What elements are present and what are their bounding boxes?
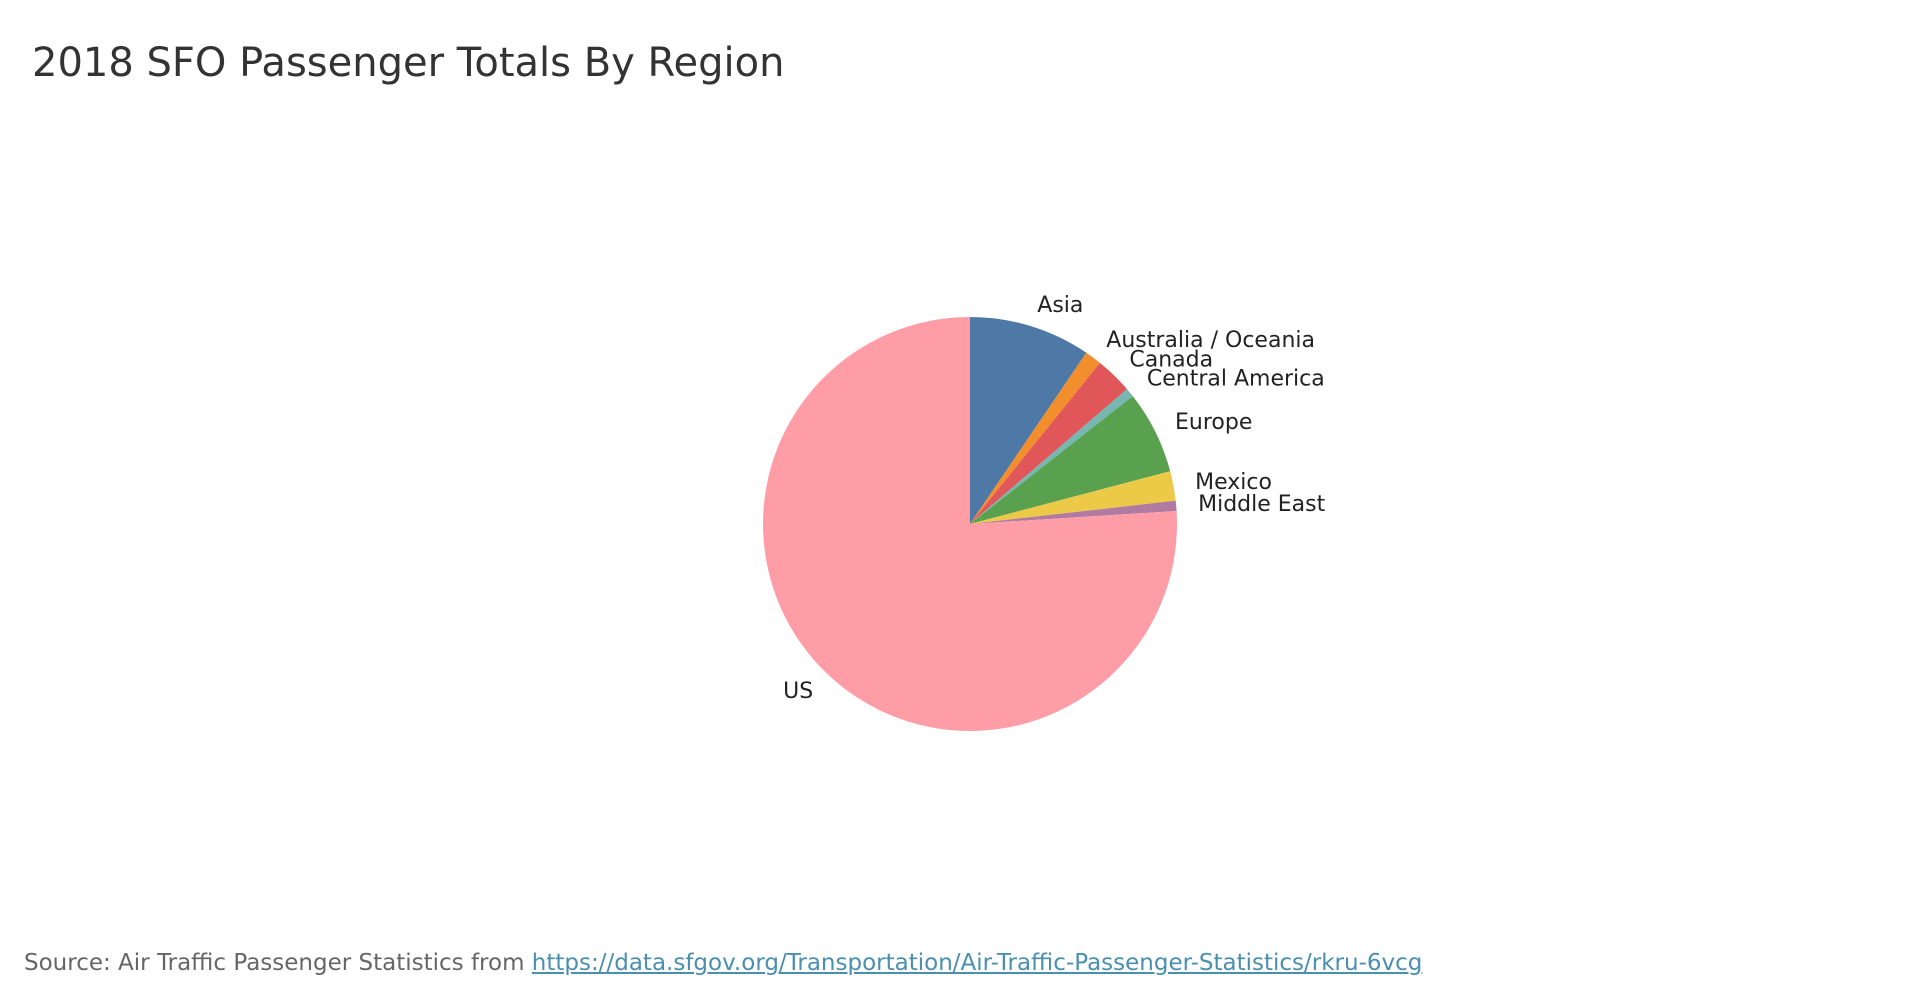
pie-slice-middle-east[interactable] [970,500,1177,524]
pie-slices [762,317,1177,731]
source-link[interactable]: https://data.sfgov.org/Transportation/Ai… [531,950,1423,976]
pie-label-europe: Europe [1175,410,1252,435]
pie-slice-mexico[interactable] [970,471,1176,524]
chart-title: 2018 SFO Passenger Totals By Region [32,40,785,86]
source-prefix: Source: Air Traffic Passenger Statistics… [24,950,532,976]
source-note: Source: Air Traffic Passenger Statistics… [24,950,1422,976]
pie-slice-asia[interactable] [970,317,1087,524]
pie-slice-canada[interactable] [970,362,1127,524]
pie-label-us: US [783,679,813,704]
pie-label-middle-east: Middle East [1198,492,1326,517]
pie-label-central-america: Central America [1147,367,1325,392]
pie-label-australia-oceania: Australia / Oceania [1106,328,1315,353]
pie-label-canada: Canada [1129,348,1213,373]
pie-slice-us[interactable] [762,317,1177,731]
pie-slice-australia-oceania[interactable] [970,352,1100,524]
pie-slice-central-america[interactable] [970,389,1133,524]
pie-label-asia: Asia [1037,293,1083,318]
pie-label-mexico: Mexico [1195,470,1272,495]
pie-slice-europe[interactable] [970,396,1171,524]
